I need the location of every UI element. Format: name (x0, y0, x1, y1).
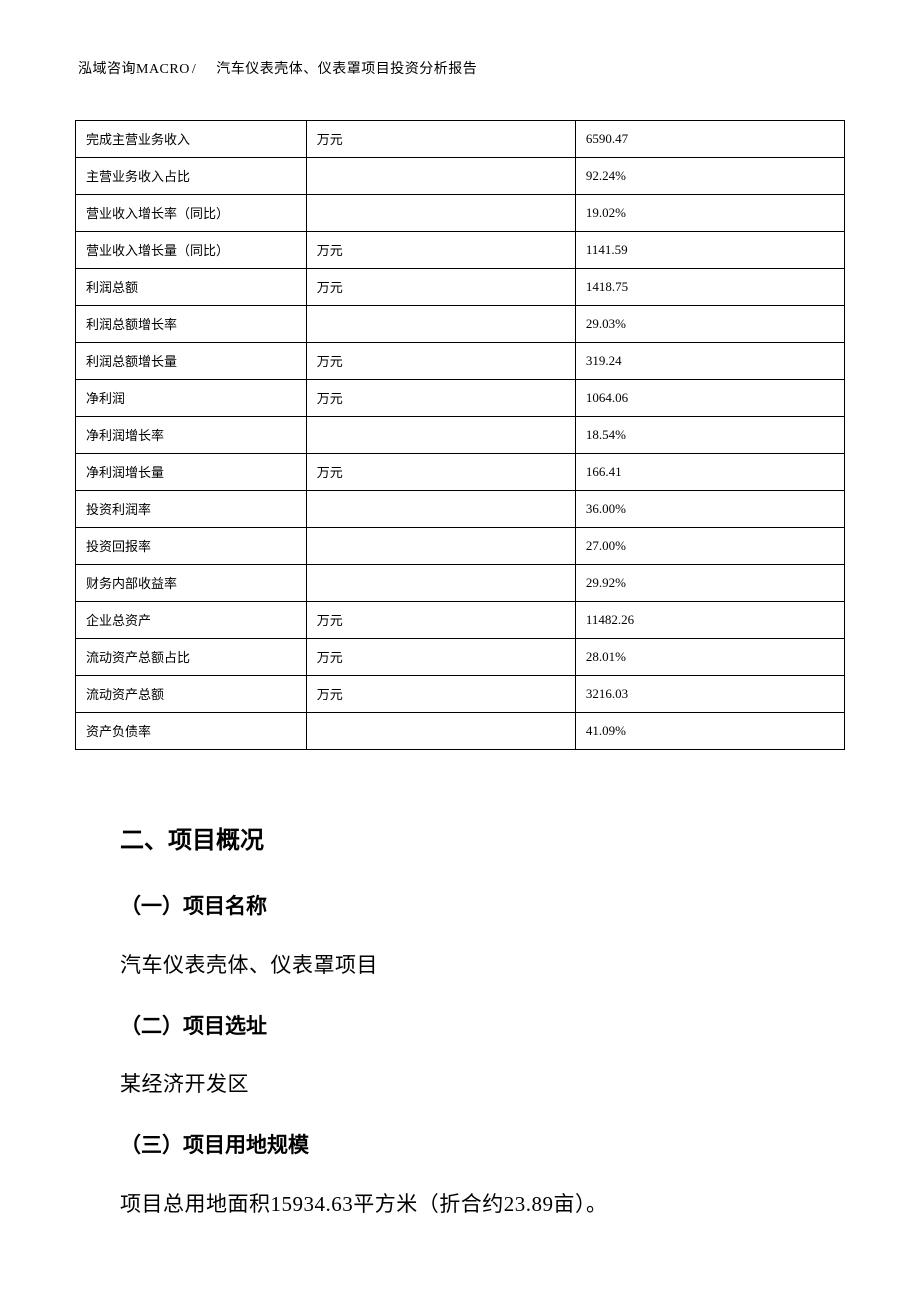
table-row: 营业收入增长率（同比） 19.02% (76, 195, 845, 232)
cell-value: 29.03% (575, 306, 844, 343)
table-row: 营业收入增长量（同比）万元1141.59 (76, 232, 845, 269)
cell-metric-name: 主营业务收入占比 (76, 158, 307, 195)
table-row: 利润总额万元1418.75 (76, 269, 845, 306)
cell-unit: 万元 (306, 343, 575, 380)
cell-value: 36.00% (575, 491, 844, 528)
table-row: 投资回报率 27.00% (76, 528, 845, 565)
body-project-site: 某经济开发区 (120, 1067, 825, 1103)
cell-unit (306, 158, 575, 195)
section-heading-overview: 二、项目概况 (120, 822, 825, 860)
cell-metric-name: 财务内部收益率 (76, 565, 307, 602)
cell-unit: 万元 (306, 676, 575, 713)
cell-metric-name: 净利润 (76, 380, 307, 417)
table-row: 财务内部收益率 29.92% (76, 565, 845, 602)
cell-metric-name: 完成主营业务收入 (76, 121, 307, 158)
cell-unit (306, 195, 575, 232)
financial-table: 完成主营业务收入万元6590.47主营业务收入占比92.24%营业收入增长率（同… (75, 120, 845, 750)
cell-value: 11482.26 (575, 602, 844, 639)
table-row: 投资利润率 36.00% (76, 491, 845, 528)
table-row: 利润总额增长率 29.03% (76, 306, 845, 343)
table-row: 完成主营业务收入万元6590.47 (76, 121, 845, 158)
cell-metric-name: 营业收入增长率（同比） (76, 195, 307, 232)
cell-value: 166.41 (575, 454, 844, 491)
table-row: 净利润增长量万元166.41 (76, 454, 845, 491)
cell-value: 1141.59 (575, 232, 844, 269)
cell-unit: 万元 (306, 269, 575, 306)
table-row: 净利润万元1064.06 (76, 380, 845, 417)
body-land-scale: 项目总用地面积15934.63平方米（折合约23.89亩）。 (120, 1187, 825, 1223)
table-row: 资产负债率 41.09% (76, 713, 845, 750)
cell-unit: 万元 (306, 380, 575, 417)
cell-value: 1064.06 (575, 380, 844, 417)
cell-unit: 万元 (306, 602, 575, 639)
cell-value: 1418.75 (575, 269, 844, 306)
cell-value: 319.24 (575, 343, 844, 380)
sub-heading-project-site: （二）项目选址 (120, 1010, 825, 1044)
cell-value: 19.02% (575, 195, 844, 232)
cell-metric-name: 资产负债率 (76, 713, 307, 750)
document-page: 泓域咨询MACRO/汽车仪表壳体、仪表罩项目投资分析报告 完成主营业务收入万元6… (0, 0, 920, 1298)
cell-value: 41.09% (575, 713, 844, 750)
cell-unit (306, 491, 575, 528)
financial-table-body: 完成主营业务收入万元6590.47主营业务收入占比92.24%营业收入增长率（同… (76, 121, 845, 750)
table-row: 主营业务收入占比 92.24% (76, 158, 845, 195)
cell-value: 28.01% (575, 639, 844, 676)
cell-value: 18.54% (575, 417, 844, 454)
cell-unit: 万元 (306, 232, 575, 269)
cell-metric-name: 流动资产总额 (76, 676, 307, 713)
cell-unit (306, 417, 575, 454)
cell-unit (306, 528, 575, 565)
cell-metric-name: 利润总额增长量 (76, 343, 307, 380)
cell-metric-name: 营业收入增长量（同比） (76, 232, 307, 269)
table-row: 企业总资产万元11482.26 (76, 602, 845, 639)
cell-value: 3216.03 (575, 676, 844, 713)
table-row: 流动资产总额万元3216.03 (76, 676, 845, 713)
cell-unit (306, 565, 575, 602)
cell-value: 27.00% (575, 528, 844, 565)
header-doc-title: 汽车仪表壳体、仪表罩项目投资分析报告 (216, 62, 477, 77)
cell-value: 6590.47 (575, 121, 844, 158)
content-section: 二、项目概况 （一）项目名称 汽车仪表壳体、仪表罩项目 （二）项目选址 某经济开… (75, 822, 845, 1222)
table-row: 利润总额增长量万元319.24 (76, 343, 845, 380)
body-project-name: 汽车仪表壳体、仪表罩项目 (120, 948, 825, 984)
table-row: 净利润增长率 18.54% (76, 417, 845, 454)
cell-metric-name: 利润总额增长率 (76, 306, 307, 343)
cell-metric-name: 投资利润率 (76, 491, 307, 528)
header-company: 泓域咨询MACRO (78, 62, 190, 77)
cell-metric-name: 投资回报率 (76, 528, 307, 565)
cell-value: 92.24% (575, 158, 844, 195)
cell-metric-name: 企业总资产 (76, 602, 307, 639)
cell-metric-name: 净利润增长量 (76, 454, 307, 491)
cell-unit (306, 713, 575, 750)
cell-unit: 万元 (306, 639, 575, 676)
cell-metric-name: 利润总额 (76, 269, 307, 306)
cell-metric-name: 流动资产总额占比 (76, 639, 307, 676)
sub-heading-project-name: （一）项目名称 (120, 890, 825, 924)
cell-unit (306, 306, 575, 343)
table-row: 流动资产总额占比万元28.01% (76, 639, 845, 676)
cell-unit: 万元 (306, 454, 575, 491)
header-slash: / (192, 62, 196, 77)
page-header: 泓域咨询MACRO/ 汽车仪表壳体、仪表罩项目投资分析报告 (78, 58, 845, 78)
cell-unit: 万元 (306, 121, 575, 158)
cell-value: 29.92% (575, 565, 844, 602)
cell-metric-name: 净利润增长率 (76, 417, 307, 454)
sub-heading-land-scale: （三）项目用地规模 (120, 1129, 825, 1163)
